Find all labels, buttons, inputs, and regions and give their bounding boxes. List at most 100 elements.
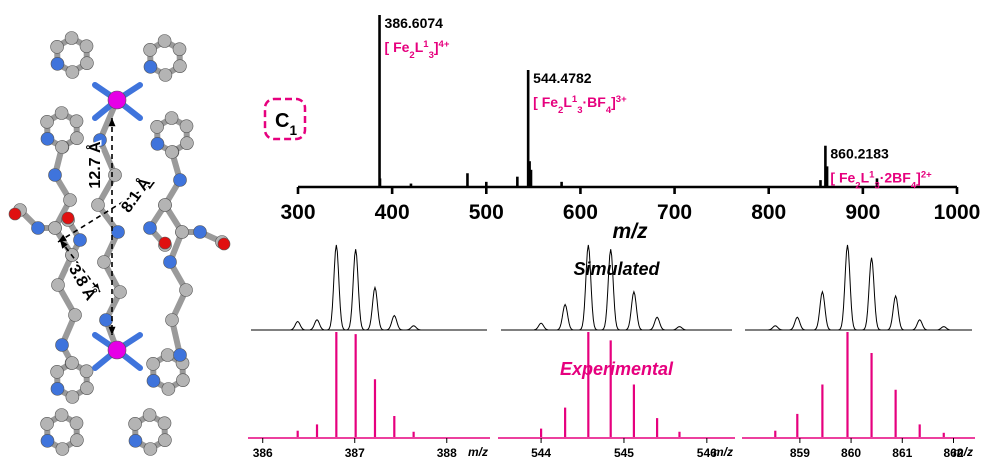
x-tick-label: 545: [614, 446, 634, 460]
formula-part: 2+: [921, 169, 932, 180]
atom: [100, 314, 113, 327]
peak-formula: [ Fe2L13·BF4]3+: [533, 94, 627, 116]
atom: [173, 60, 186, 73]
simulated-peak: [932, 327, 956, 330]
atom: [159, 68, 172, 81]
x-tick-label: 600: [563, 201, 598, 224]
simulated-peak: [286, 322, 310, 330]
atom: [162, 382, 175, 395]
atom: [98, 256, 111, 269]
atom: [151, 137, 164, 150]
atom: [147, 357, 160, 370]
atom: [176, 374, 189, 387]
peak-label: 544.4782: [533, 70, 592, 86]
x-tick-label: 544: [531, 446, 551, 460]
atom: [56, 141, 69, 154]
simulated-peak: [835, 245, 859, 330]
peak-formula: [ Fe2L13]4+: [385, 39, 450, 61]
atom: [164, 256, 177, 269]
atom: [69, 309, 82, 322]
atom: [180, 137, 193, 150]
atom: [80, 365, 93, 378]
atom: [174, 349, 187, 362]
formula-part: [ Fe: [385, 39, 410, 55]
simulated-peak: [324, 245, 348, 330]
simulated-peak: [645, 317, 669, 330]
x-tick-label: 387: [345, 446, 365, 460]
figure: 12.7 Å8.1 Å3.8 Å300400500600700800900100…: [0, 0, 985, 460]
simulated-peak: [305, 320, 329, 330]
atom: [151, 120, 164, 133]
x-tick-label: 400: [375, 201, 410, 224]
atom: [158, 434, 171, 447]
x-tick-label: 859: [790, 446, 810, 460]
molecule: [9, 32, 230, 456]
atom: [92, 199, 105, 212]
atom: [158, 417, 171, 430]
atom: [166, 146, 179, 159]
simulated-peak: [810, 292, 834, 330]
x-axis-label: m/z: [953, 445, 973, 459]
x-tick-label: 861: [892, 446, 912, 460]
x-tick-label: 900: [845, 201, 880, 224]
formula-part: ·2BF: [880, 170, 912, 186]
simulated-peak: [908, 320, 932, 330]
atom: [49, 222, 62, 235]
atom: [51, 382, 64, 395]
atom: [56, 442, 69, 455]
atom: [41, 417, 54, 430]
atom: [80, 382, 93, 395]
x-tick-label: 386: [253, 446, 273, 460]
atom: [65, 32, 78, 45]
formula-part: 1: [423, 39, 429, 50]
formula-part: 1: [572, 94, 578, 105]
atom: [70, 115, 83, 128]
atom: [49, 169, 62, 182]
atom: [144, 442, 157, 455]
simulated-peak: [884, 296, 908, 330]
atom: [64, 194, 77, 207]
series-label: Experimental: [560, 359, 674, 379]
atom: [41, 115, 54, 128]
formula-part: C: [275, 110, 289, 132]
x-tick-label: 388: [437, 446, 457, 460]
atom: [52, 279, 65, 292]
atom: [66, 390, 79, 403]
atom: [51, 40, 64, 53]
simulated-peak: [576, 245, 600, 330]
x-axis-label: m/z: [713, 445, 733, 459]
peak-label: 860.2183: [830, 146, 889, 162]
x-axis-label: m/z: [468, 445, 488, 459]
atom: [70, 417, 83, 430]
atom: [74, 234, 87, 247]
x-tick-label: 500: [469, 201, 504, 224]
simulated-peak: [622, 292, 646, 330]
distance-label: 3.8 Å: [65, 261, 101, 304]
formula-part: 1: [289, 123, 297, 138]
atom: [176, 226, 189, 239]
series-label: Simulated: [573, 259, 660, 279]
peak-label: 386.6074: [385, 15, 444, 31]
simulated-peak: [763, 326, 787, 330]
atom: [32, 222, 45, 235]
simulated-peak: [667, 327, 691, 330]
x-tick-label: 860: [841, 446, 861, 460]
formula-part: 4+: [439, 39, 450, 50]
atom: [114, 286, 127, 299]
atom: [166, 314, 179, 327]
formula-part: 3+: [616, 94, 627, 105]
x-tick-label: 300: [280, 201, 315, 224]
atom: [159, 237, 171, 249]
simulated-peak: [529, 323, 553, 330]
atom: [62, 212, 74, 224]
atom: [70, 434, 83, 447]
simulated-peak: [402, 326, 426, 330]
simulated-peak: [363, 288, 387, 330]
atom: [55, 409, 68, 422]
x-tick-label: 1000: [934, 201, 981, 224]
atom: [161, 349, 174, 362]
formula-part: [ Fe: [533, 94, 558, 110]
atom: [143, 409, 156, 422]
atom: [66, 357, 79, 370]
atom: [194, 226, 207, 239]
